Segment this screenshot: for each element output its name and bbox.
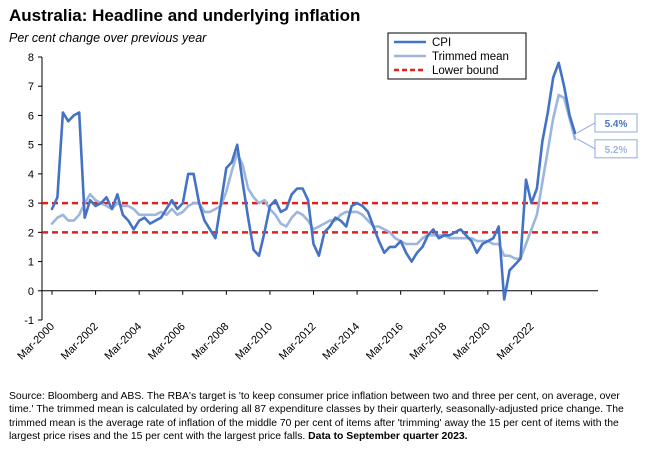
- y-tick-label: 5: [28, 140, 34, 152]
- trimmed-end-label: 5.2%: [605, 145, 628, 156]
- x-tick-label: Mar-2000: [15, 321, 57, 363]
- y-tick-label: -1: [24, 315, 34, 327]
- series-lines: [50, 61, 577, 301]
- source-data-date: Data to September quarter 2023.: [308, 431, 468, 443]
- x-tick-label: Mar-2018: [408, 321, 450, 363]
- x-axis-ticks: Mar-2000 Mar-2002 Mar-2004 Mar-2006 Mar-2008…: [15, 290, 537, 363]
- x-tick-label: Mar-2008: [190, 321, 232, 363]
- target-band-lines: [42, 201, 598, 234]
- y-tick-label: 0: [28, 286, 34, 298]
- y-axis-ticks: -1 0 1 2 3 4 5 6 7 8: [24, 52, 42, 327]
- y-tick-label: 2: [28, 227, 34, 239]
- x-tick-label: Mar-2014: [320, 321, 362, 363]
- x-tick-label: Mar-2022: [495, 321, 537, 363]
- legend-label: Trimmed mean: [432, 51, 509, 63]
- chart-subtitle: Per cent change over previous year: [9, 31, 207, 45]
- y-tick-label: 1: [28, 257, 34, 269]
- x-tick-label: Mar-2006: [146, 321, 188, 363]
- chart-title: Australia: Headline and underlying infla…: [9, 6, 361, 25]
- y-tick-label: 4: [28, 169, 34, 181]
- cpi-line: [50, 61, 577, 301]
- y-tick-label: 3: [28, 198, 34, 210]
- trimmed-end-label-leader: [576, 138, 596, 150]
- x-tick-label: Mar-2020: [451, 321, 493, 363]
- x-tick-label: Mar-2012: [277, 321, 319, 363]
- source-text: Source: Bloomberg and ABS. The RBA's tar…: [9, 391, 624, 443]
- cpi-end-label: 5.4%: [605, 119, 628, 130]
- y-tick-label: 7: [28, 81, 34, 93]
- axes: [41, 57, 598, 320]
- y-tick-label: 8: [28, 52, 34, 64]
- legend-label: CPI: [432, 37, 451, 49]
- x-tick-label: Mar-2002: [59, 321, 101, 363]
- legend-label: Lower bound: [432, 65, 499, 77]
- end-labels: 5.4% 5.2%: [576, 113, 638, 159]
- x-tick-label: Mar-2016: [364, 321, 406, 363]
- x-tick-label: Mar-2010: [233, 321, 275, 363]
- legend: CPI Trimmed mean Lower bound: [387, 32, 527, 80]
- x-tick-label: Mar-2004: [103, 321, 145, 363]
- y-tick-label: 6: [28, 110, 34, 122]
- source-note: Source: Bloomberg and ABS. The RBA's tar…: [9, 390, 641, 444]
- cpi-end-label-leader: [576, 122, 596, 134]
